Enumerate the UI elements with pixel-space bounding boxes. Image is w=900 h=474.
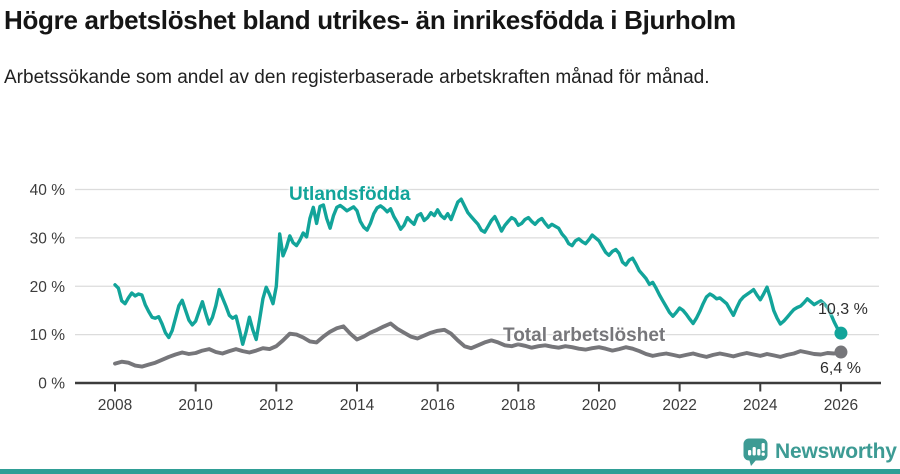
x-tick-label: 2022 [662, 397, 696, 414]
series-label-total-arbetsloshet: Total arbetslöshet [503, 325, 666, 346]
y-tick-label: 20 % [30, 279, 66, 296]
x-tick-label: 2018 [501, 397, 535, 414]
newsworthy-logo[interactable]: Newsworthy [743, 438, 897, 466]
x-tick-label: 2014 [340, 397, 375, 414]
chart-subtitle: Arbetssökande som andel av den registerb… [4, 67, 710, 88]
x-tick-label: 2024 [743, 397, 778, 414]
y-tick-label: 30 % [30, 230, 66, 247]
chart-title: Högre arbetslöshet bland utrikes- än inr… [4, 5, 736, 35]
end-dot-total [834, 345, 848, 359]
x-tick-label: 2016 [420, 397, 454, 414]
x-tick-label: 2026 [824, 397, 858, 414]
newsworthy-logo-text: Newsworthy [775, 440, 897, 463]
x-tick-label: 2020 [582, 397, 617, 414]
y-tick-label: 0 % [38, 376, 65, 393]
series-label-utlandsfodda: Utlandsfödda [289, 184, 411, 205]
series-line-total [113, 321, 843, 369]
end-dot-utlandsfodda [834, 326, 848, 340]
y-tick-label: 40 % [30, 182, 66, 199]
end-value-label-total: 6,4 % [820, 360, 861, 377]
series-line-utlandsfodda [113, 197, 843, 346]
x-tick-label: 2012 [259, 397, 293, 414]
x-tick-label: 2008 [98, 397, 132, 414]
y-tick-label: 10 % [30, 327, 66, 344]
x-tick-label: 2010 [178, 397, 213, 414]
newsworthy-speech-bubble-chart-icon [743, 438, 768, 466]
end-value-label-utlandsfodda: 10,3 % [818, 301, 868, 318]
footer-accent-bar [0, 469, 900, 474]
